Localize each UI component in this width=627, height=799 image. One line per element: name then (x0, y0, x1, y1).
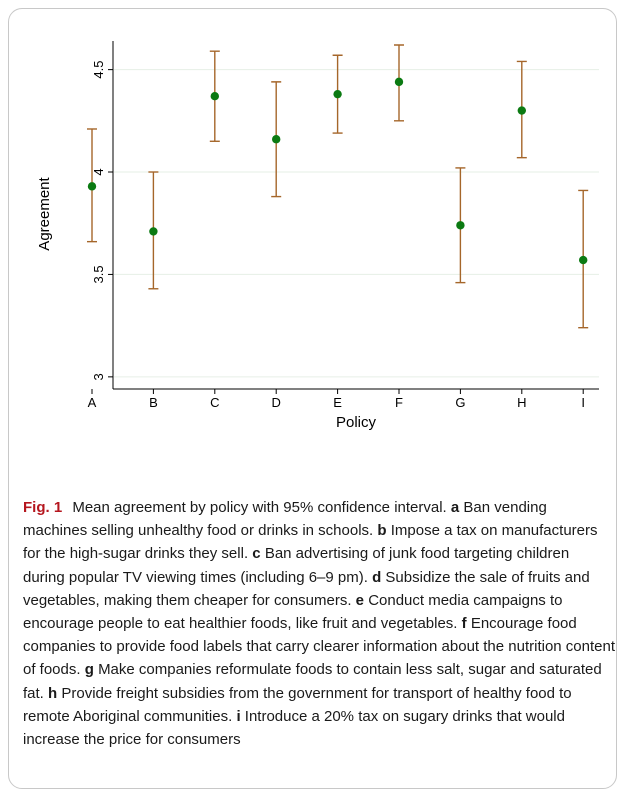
y-tick-label: 4.5 (91, 61, 106, 79)
agreement-chart: 3 3.5 4 4.5 Agreement A B C D E F G H I Policy (36, 41, 599, 431)
caption-item-key: a (450, 499, 460, 516)
y-tick-label: 3.5 (91, 265, 106, 283)
y-tick-label: 3 (91, 373, 106, 380)
mean-point (272, 135, 281, 144)
caption-item-text: Subsidize the sale of fruits and vegetab… (23, 568, 590, 609)
x-tick-label: F (395, 395, 403, 410)
caption-item-key: d (372, 568, 382, 586)
x-axis-title: Policy (336, 414, 377, 431)
mean-point (456, 221, 465, 230)
x-tick-label: B (149, 395, 158, 410)
mean-point (517, 106, 526, 115)
caption-item-key: h (48, 684, 58, 702)
caption-item-key: g (84, 661, 94, 679)
mean-point (87, 182, 97, 191)
caption-item-key: b (377, 522, 387, 540)
caption-item-text: Ban advertising of junk food targeting c… (23, 545, 570, 586)
mean-point (394, 77, 404, 87)
caption-item-key: f (461, 615, 467, 633)
figure-panel: 3 3.5 4 4.5 Agreement A B C D E F G H I Policy Fig. 1 … (8, 8, 617, 789)
x-tick-label: G (455, 395, 465, 410)
mean-point (579, 255, 588, 265)
mean-point (333, 89, 342, 99)
caption-item-text: Impose a tax on manufacturers for the hi… (23, 522, 598, 563)
x-tick-label: A (88, 395, 97, 410)
x-tick-label: D (272, 395, 281, 410)
x-tick-label: I (581, 395, 585, 410)
caption-item-text: Ban vending machines selling unhealthy f… (23, 499, 547, 540)
caption-item-text: Encourage food companies to provide food… (23, 615, 616, 679)
caption-item-text: Introduce a 20% tax on sugary drinks tha… (23, 707, 565, 749)
caption-item-text: Conduct media campaigns to encourage peo… (23, 591, 563, 633)
figure-caption: Fig. 1 Mean agreement by policy with 95%… (23, 496, 615, 751)
mean-point (210, 92, 219, 101)
caption-item-text: Make companies reformulate foods to cont… (23, 661, 602, 702)
y-axis-title: Agreement (36, 176, 53, 250)
caption-item-key: c (252, 545, 261, 563)
mean-point (149, 227, 158, 236)
caption-intro: Mean agreement by policy with 95% confid… (72, 499, 447, 516)
figure-label: Fig. 1 (23, 499, 63, 516)
x-tick-label: H (517, 395, 526, 410)
y-tick-label: 4 (91, 168, 106, 175)
x-tick-label: C (210, 395, 219, 410)
caption-item-text: Provide freight subsidies from the gover… (23, 684, 572, 725)
x-tick-label: E (333, 395, 342, 410)
caption-item-key: i (236, 707, 241, 725)
caption-item-key: e (355, 591, 365, 609)
